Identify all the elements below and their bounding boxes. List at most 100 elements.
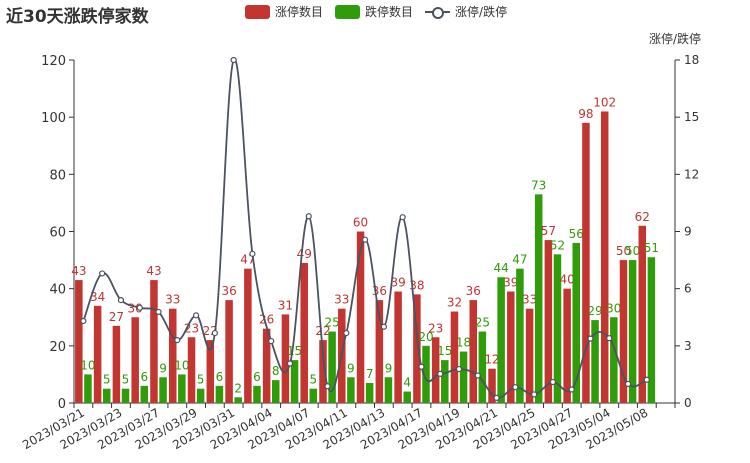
ratio-point (568, 386, 575, 393)
bar-limit-up (131, 317, 139, 403)
bar-limit-down (497, 277, 505, 403)
bar-limit-up (431, 337, 440, 403)
ratio-point (455, 365, 463, 373)
bar-limit-down (234, 397, 242, 403)
bar-limit-down-label: 56 (569, 227, 584, 241)
bar-limit-down-label: 7 (366, 367, 374, 381)
bar-limit-down (272, 380, 280, 403)
bar-limit-up (112, 325, 121, 403)
bar-limit-down (403, 391, 411, 403)
bar-limit-down (328, 331, 336, 403)
bar-limit-up (262, 328, 271, 403)
bar-limit-down-label: 6 (140, 370, 148, 384)
ratio-point (399, 214, 406, 221)
bar-limit-up (488, 368, 496, 403)
bar-limit-up (413, 294, 421, 403)
bar-limit-down-label: 2 (234, 381, 242, 395)
bar-limit-down-label: 6 (216, 370, 224, 384)
ratio-point (230, 56, 237, 64)
bar-limit-up (600, 111, 609, 403)
bar-limit-down (610, 317, 618, 403)
bar-limit-down (102, 388, 111, 403)
y-right-tick-label: 6 (684, 282, 692, 296)
ratio-point (211, 329, 218, 337)
bar-limit-down (459, 351, 468, 403)
legend-ratio[interactable]: 涨停/跌停 (425, 3, 507, 20)
ratio-point (80, 317, 87, 325)
bar-limit-down-label: 52 (550, 238, 565, 252)
bar-limit-down-label: 25 (324, 316, 339, 330)
ratio-point (249, 250, 256, 257)
ratio-point (531, 391, 538, 398)
ratio-point (512, 384, 519, 391)
bar-limit-up-label: 39 (390, 276, 405, 290)
bar-limit-down (441, 360, 449, 403)
bar-limit-down-label: 5 (309, 373, 317, 387)
bar-limit-down (534, 194, 543, 403)
ratio-point (624, 380, 632, 388)
bar-limit-up-label: 34 (90, 290, 105, 304)
y-right-axis-label: 涨停/跌停 (649, 31, 701, 46)
bar-limit-up (168, 308, 177, 403)
bar-limit-down (140, 385, 149, 403)
y-left-tick-label: 100 (41, 111, 66, 126)
bar-limit-up-label: 57 (541, 224, 556, 238)
bar-limit-down-label: 4 (403, 376, 411, 390)
bar-limit-up (563, 288, 571, 403)
bar-limit-up (319, 340, 327, 403)
ratio-point (643, 376, 650, 383)
bar-limit-down (215, 385, 224, 403)
bar-limit-down-label: 8 (272, 364, 280, 378)
bar-limit-up-label: 60 (353, 216, 368, 230)
bar-limit-up-label: 33 (165, 293, 180, 307)
y-right-tick-label: 18 (684, 53, 699, 67)
bar-limit-down-label: 29 (587, 304, 602, 318)
bar-limit-down (572, 242, 581, 403)
bar-limit-down (516, 268, 524, 403)
legend-ratio-label: 涨停/跌停 (455, 5, 508, 19)
legend-limit-down[interactable]: 跌停数目 (335, 3, 413, 20)
bar-limit-up (638, 225, 647, 403)
ratio-point (474, 372, 481, 379)
bar-limit-down (84, 374, 92, 403)
y-left-tick-label: 80 (49, 168, 66, 183)
bar-limit-down-label: 9 (385, 361, 393, 375)
y-right-tick-label: 0 (684, 396, 692, 410)
bar-limit-down-label: 73 (531, 178, 546, 192)
ratio-point (549, 378, 557, 386)
ratio-point (418, 363, 425, 370)
bar-limit-down (347, 377, 355, 403)
y-right-tick-label: 9 (684, 225, 692, 239)
bar-limit-down (253, 385, 261, 403)
bar-limit-down-label: 10 (174, 358, 189, 372)
bar-limit-down-label: 5 (197, 373, 205, 387)
bar-limit-down-label: 5 (122, 373, 130, 387)
ratio-point (343, 329, 350, 337)
bar-limit-up (281, 314, 290, 403)
ratio-point (380, 323, 387, 330)
bar-limit-down (365, 382, 374, 403)
bar-limit-up (150, 280, 158, 403)
bar-limit-up (225, 300, 233, 403)
bar-limit-up (469, 300, 477, 403)
bar-limit-up (394, 291, 402, 403)
legend-limit-down-swatch (335, 4, 361, 19)
bar-limit-down-label: 51 (644, 241, 659, 255)
bar-limit-up (206, 340, 215, 403)
bar-limit-up-label: 43 (146, 264, 161, 278)
y-right-tick-label: 12 (684, 167, 699, 181)
chart-legend: 涨停数目 跌停数目 涨停/跌停 (245, 3, 519, 20)
y-left-tick-label: 60 (49, 226, 66, 241)
legend-limit-up[interactable]: 涨停数目 (245, 3, 323, 20)
bar-limit-down-label: 9 (159, 361, 167, 375)
legend-limit-up-swatch (245, 4, 270, 19)
bar-limit-up (450, 311, 459, 403)
y-right-tick-label: 3 (684, 339, 692, 353)
bar-limit-up (356, 231, 365, 403)
bar-limit-down (591, 320, 599, 403)
legend-limit-down-label: 跌停数目 (365, 5, 414, 19)
bar-limit-up-label: 27 (109, 310, 124, 324)
ratio-point (155, 308, 162, 316)
bar-limit-up-label: 32 (447, 296, 462, 310)
